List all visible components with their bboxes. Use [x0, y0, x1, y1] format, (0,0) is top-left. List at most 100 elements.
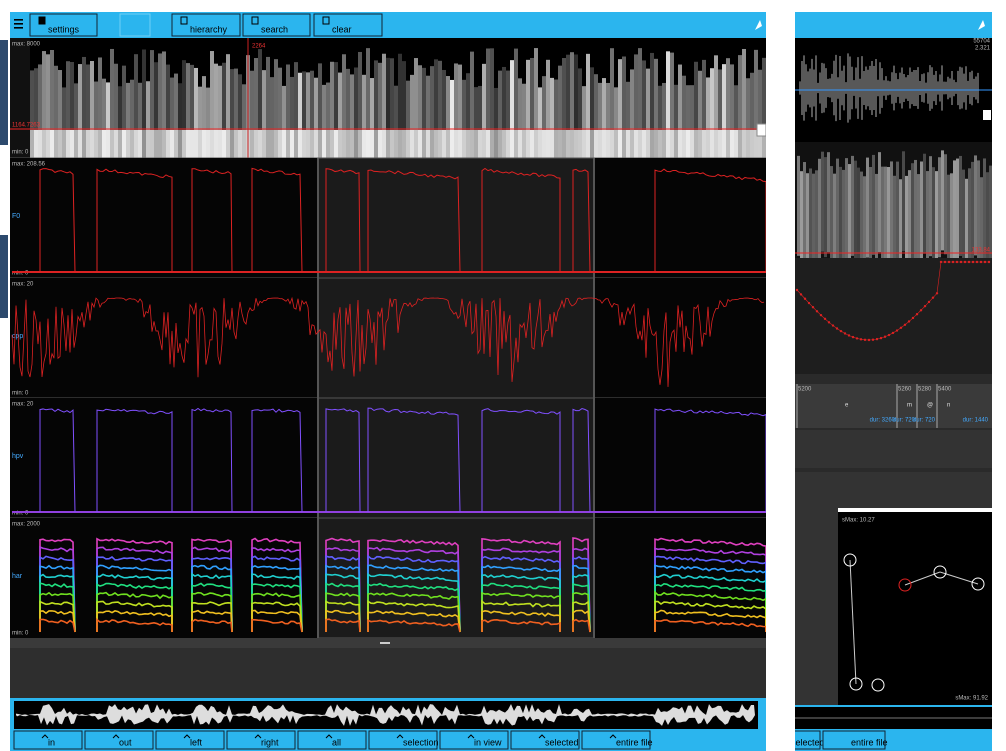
side-tab[interactable]: [0, 40, 8, 145]
side-tab[interactable]: [0, 235, 8, 318]
spectro-low: [86, 130, 90, 158]
max-label: max: 20: [12, 282, 34, 288]
max-label: max: 20: [12, 402, 34, 408]
spectro-low: [106, 130, 110, 158]
context-menu[interactable]: [983, 110, 991, 120]
nav-label: entire file: [616, 737, 653, 747]
spectro-low: [670, 130, 674, 158]
spectro-band: [887, 167, 890, 267]
track-label: F0: [12, 213, 20, 220]
spectro-low: [514, 130, 518, 158]
spectro-low: [210, 130, 214, 158]
screen: settingshierarchysearchclearmax: 8000min…: [0, 0, 1006, 751]
spectro-band: [932, 167, 935, 267]
spectro-band: [920, 162, 923, 262]
ema-side: [795, 508, 838, 705]
spectro-low: [734, 130, 738, 158]
spectro-low: [298, 130, 302, 158]
spectro-low: [170, 130, 174, 158]
spectro-low: [678, 130, 682, 158]
spectro-low: [94, 130, 98, 158]
max-label: max: 208.56: [12, 162, 46, 168]
context-menu[interactable]: [757, 124, 766, 136]
spectro-low: [362, 130, 366, 158]
spectro-low: [634, 130, 638, 158]
spectro-low: [470, 130, 474, 158]
spectro-band: [953, 160, 956, 260]
spectro-low: [402, 130, 406, 158]
spectro-band: [911, 163, 914, 263]
spectro-band: [938, 157, 941, 257]
spectro-band: [890, 161, 893, 261]
spectro-low: [286, 130, 290, 158]
ema-plot: [838, 512, 992, 705]
spectro-low: [518, 130, 522, 158]
spectro-low: [162, 130, 166, 158]
spectro-low: [442, 130, 446, 158]
spectro-low: [482, 130, 486, 158]
spectro-low: [354, 130, 358, 158]
spectro-low: [322, 130, 326, 158]
spectro-low: [742, 130, 746, 158]
spectro-low: [406, 130, 410, 158]
spectro-low: [542, 130, 546, 158]
spectro-low: [394, 130, 398, 158]
spectro-axis: [10, 38, 30, 158]
spectro-low: [206, 130, 210, 158]
spectro-band: [881, 167, 884, 267]
spectro-low: [366, 130, 370, 158]
spectro-low: [198, 130, 202, 158]
spectro-low: [410, 130, 414, 158]
spectro-low: [626, 130, 630, 158]
resize-handle[interactable]: [380, 642, 390, 644]
spectro-band: [974, 155, 977, 255]
page: {"toolbar": {"buttons": ["settings", "hi…: [0, 0, 1006, 751]
side-panel: 557042.321133.845200edur: 32605260mdur: …: [763, 12, 992, 751]
spectro-low: [582, 130, 586, 158]
menu-icon[interactable]: [14, 23, 23, 25]
ema-top: sMax: 10.27: [842, 518, 875, 524]
spectro-band: [830, 166, 833, 266]
spectro-low: [234, 130, 238, 158]
track-label: hpv: [12, 453, 24, 460]
spectro-low: [466, 130, 470, 158]
spectro-low: [590, 130, 594, 158]
spectro-low: [122, 130, 126, 158]
sample-label: 55704: [973, 39, 990, 45]
spectro-band: [797, 156, 800, 256]
spectro-low: [350, 130, 354, 158]
spectro-band: [944, 154, 947, 254]
spectro-low: [554, 130, 558, 158]
spectro-low: [530, 130, 534, 158]
spectro-low: [274, 130, 278, 158]
track-region: [10, 278, 318, 398]
spectro-low: [146, 130, 150, 158]
seg-dur: dur: 1440: [963, 418, 989, 424]
nav-label: selection: [403, 737, 439, 747]
spectro-low: [110, 130, 114, 158]
nav-label: out: [119, 737, 132, 747]
spectro-low: [42, 130, 46, 158]
menu-icon[interactable]: [14, 19, 23, 21]
spectro-low: [694, 130, 698, 158]
curve-pane: [795, 258, 992, 374]
button-icon: [39, 17, 45, 24]
spectro-band: [800, 171, 803, 271]
spectro-low: [474, 130, 478, 158]
spectro-low: [446, 130, 450, 158]
nav-label: right: [261, 737, 279, 747]
spectro-low: [450, 130, 454, 158]
menu-icon[interactable]: [14, 27, 23, 29]
spectro-low: [598, 130, 602, 158]
spectro-band: [977, 160, 980, 260]
spectro-low: [218, 130, 222, 158]
spectro-band: [839, 167, 842, 267]
spectro-band: [884, 167, 887, 267]
seg-start: 5280: [918, 387, 932, 393]
max-label: max: 8000: [12, 42, 41, 48]
spectro-low: [346, 130, 350, 158]
spectro-low: [418, 130, 422, 158]
seg-dur: dur: 720: [913, 418, 936, 424]
spectro-low: [126, 130, 130, 158]
spectro-low: [462, 130, 466, 158]
